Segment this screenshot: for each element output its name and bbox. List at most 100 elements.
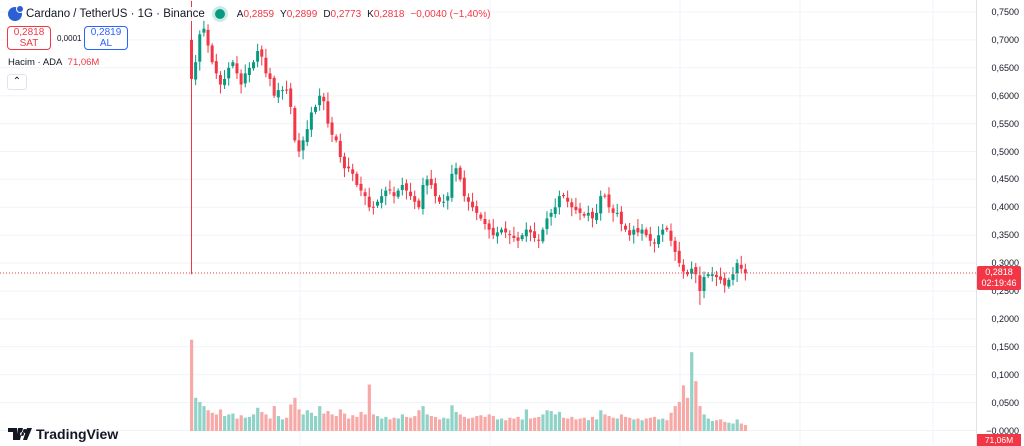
volume-bar [681,385,686,431]
volume-bar [533,417,537,431]
candle-body [223,78,227,86]
symbol-title[interactable]: Cardano / TetherUS · 1G · Binance [26,8,205,20]
candle-body [367,196,371,208]
candle-body [421,184,425,209]
volume-bar [545,410,549,431]
volume-bar [636,418,640,431]
volume-bar [417,410,421,431]
market-status-icon [214,9,225,19]
candle-body [338,140,342,158]
volume-bar [322,413,326,431]
candle-body [528,229,532,233]
volume-bar [256,407,260,431]
sell-label: SAT [19,38,39,49]
volume-bar [268,418,272,431]
volume-bar [495,419,500,431]
price-tick: 0,5500 [991,118,1019,129]
candle-body [342,156,346,169]
ohlc-values: A0,2859 Y0,2899 D0,2773 K0,2818 −0,0040 … [237,9,491,20]
price-tick: 0,0500 [991,397,1019,408]
candle-body [578,208,582,213]
sell-button[interactable]: 0,2818 SAT [7,26,51,50]
buy-label: AL [99,38,113,49]
candle-body [694,267,698,275]
candle-body [239,73,243,85]
candle-body [442,201,446,203]
candle-body [202,28,206,33]
candle-body [549,212,553,217]
volume-bar [698,406,702,431]
candle-body [628,230,632,236]
volume-bar [557,411,562,431]
last-price: 0,2818 [985,267,1013,277]
candle-body [533,231,537,238]
volume-bar [235,418,239,431]
symbol-header[interactable]: Cardano / TetherUS · 1G · Binance A0,285… [8,5,491,21]
candle-body [644,229,648,236]
volume-bar [586,420,590,431]
candle-body [512,235,516,238]
volume-bar [640,420,644,431]
volume-bar [272,406,276,431]
open-label: A [236,8,244,20]
candle-body [330,122,334,135]
candle-body [599,196,603,214]
spread-value: 0,0001 [57,34,82,43]
volume-legend[interactable]: Hacim · ADA 71,06M [8,57,99,68]
candle-body [735,263,739,274]
candle-body [607,194,611,208]
candle-body [235,63,239,74]
volume-bar [562,417,566,431]
candle-body [661,229,665,235]
tradingview-logo-icon [8,428,32,440]
candle-body [743,269,747,274]
volume-bar [632,419,636,431]
candle-body [566,197,570,202]
candle-body [433,183,437,197]
candle-body [297,140,301,152]
volume-bar [438,419,442,431]
volume-bar [669,412,673,431]
candle-body [516,237,520,241]
volume-bar [400,414,404,431]
volume-bar [371,414,376,431]
volume-bar [425,414,429,431]
candle-body [458,167,462,180]
candle-body [677,250,681,264]
candle-body [475,206,479,213]
candle-body [252,62,255,69]
candle-body [429,178,433,185]
candle-body [247,67,251,76]
volume-bar [652,416,657,431]
volume-bar [661,418,665,431]
volume-bar [355,416,359,431]
volume-bar [359,411,363,431]
price-tick: 0,1000 [991,369,1019,380]
collapse-legend-button[interactable]: ⌃ [7,74,27,90]
volume-bar [743,425,748,431]
tradingview-logo[interactable]: TradingView [8,426,118,442]
sell-price: 0,2818 [13,27,45,38]
volume-bar [611,417,615,431]
candle-body [359,183,363,191]
volume-bar [384,416,388,431]
candle-body [462,177,466,197]
price-axis[interactable]: 0,7500 0,7000 0,6500 0,6000 0,5500 0,5000 0,45… [976,0,1024,446]
candle-body [657,235,661,245]
volume-bar [218,409,223,431]
buy-button[interactable]: 0,2819 AL [84,26,128,50]
volume-bar [264,414,268,431]
candle-body [227,67,231,79]
candle-body [479,214,483,219]
chart-canvas[interactable] [0,0,976,446]
price-tick: 0,7000 [991,34,1019,45]
volume-label: Hacim · ADA [8,57,63,68]
volume-bar [392,417,396,431]
volume-bar [388,419,392,431]
candle-body [619,211,623,225]
last-price-label: 0,2818 02:19:46 [977,266,1021,290]
candle-body [595,212,599,221]
volume-bar [206,410,210,431]
candles [190,0,747,305]
candle-body [194,62,198,80]
